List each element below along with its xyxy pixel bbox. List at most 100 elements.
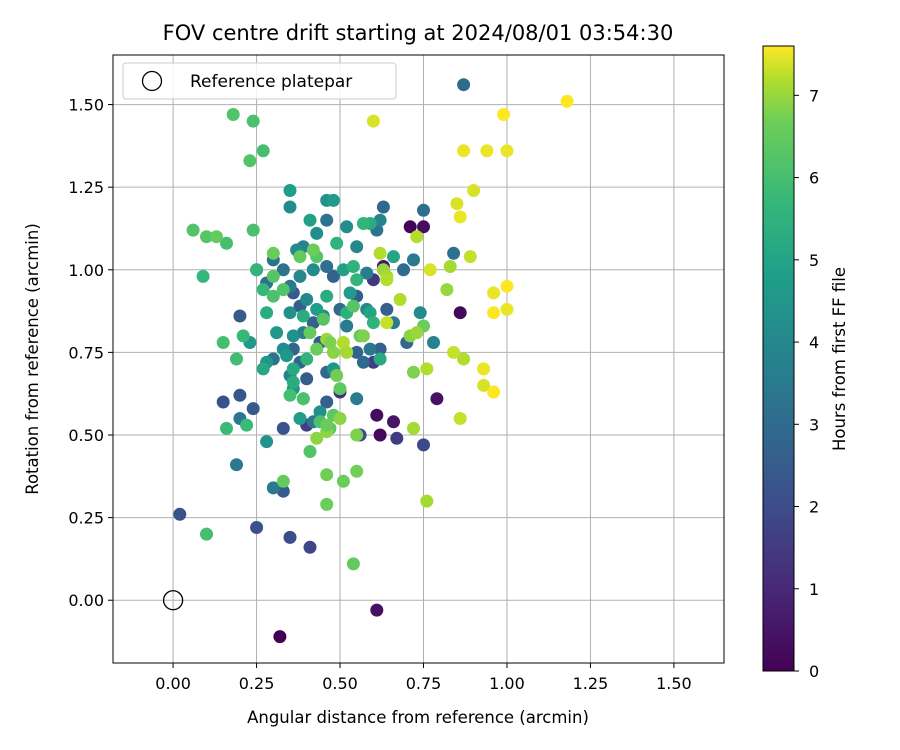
data-point xyxy=(393,293,407,306)
data-point xyxy=(320,260,334,273)
data-point xyxy=(373,342,387,356)
data-points xyxy=(173,78,574,644)
data-point xyxy=(270,326,284,340)
data-point xyxy=(286,329,300,343)
data-point xyxy=(200,527,213,541)
data-point xyxy=(380,302,394,316)
data-point xyxy=(350,240,364,254)
legend-entry: Reference platepar xyxy=(190,72,352,92)
data-point xyxy=(463,250,477,264)
data-point xyxy=(310,302,324,316)
data-point xyxy=(246,223,260,237)
data-point xyxy=(220,421,233,435)
data-point xyxy=(286,375,300,389)
data-point xyxy=(320,418,334,432)
data-point xyxy=(200,230,213,244)
colorbar-tick-label: 5 xyxy=(809,251,819,270)
data-point xyxy=(356,355,370,369)
y-axis-label: Rotation from reference (arcmin) xyxy=(23,223,42,495)
data-point xyxy=(497,108,511,121)
data-point xyxy=(453,306,467,320)
data-point xyxy=(407,421,420,435)
data-point xyxy=(480,144,494,158)
data-point xyxy=(450,197,464,211)
x-tick-label: 1.50 xyxy=(656,674,692,693)
data-point xyxy=(457,78,471,92)
data-point xyxy=(260,435,274,449)
data-point xyxy=(316,312,330,326)
data-point xyxy=(440,283,454,297)
data-point xyxy=(366,114,380,128)
y-tick-label: 1.25 xyxy=(68,178,104,197)
data-point xyxy=(346,260,360,273)
data-point xyxy=(363,342,377,356)
data-point xyxy=(303,445,317,458)
data-point xyxy=(373,246,387,260)
colorbar-tick-label: 0 xyxy=(809,662,819,681)
data-point xyxy=(350,464,364,478)
data-point xyxy=(340,220,354,234)
data-point xyxy=(487,385,501,399)
x-tick-label: 0.75 xyxy=(406,674,442,693)
y-tick-label: 1.50 xyxy=(68,96,104,115)
data-point xyxy=(356,217,370,230)
data-point xyxy=(283,306,297,320)
data-point xyxy=(410,230,424,244)
data-point xyxy=(233,309,247,323)
data-point xyxy=(487,306,501,320)
data-point xyxy=(390,431,404,445)
plot-frame xyxy=(112,54,725,664)
data-point xyxy=(447,246,461,260)
colorbar-tick-label: 4 xyxy=(809,333,819,352)
data-point xyxy=(336,263,350,277)
data-point xyxy=(326,193,340,207)
data-point xyxy=(340,345,354,359)
x-tick-label: 1.25 xyxy=(573,674,609,693)
data-point xyxy=(343,286,357,300)
data-point xyxy=(430,392,444,406)
data-point xyxy=(240,418,254,432)
data-point xyxy=(333,382,347,396)
data-point xyxy=(376,200,390,214)
x-tick-label: 0.25 xyxy=(239,674,275,693)
data-point xyxy=(216,336,230,349)
data-point xyxy=(350,392,364,406)
colorbar-label: Hours from first FF file xyxy=(830,267,849,451)
data-point xyxy=(423,263,437,277)
data-point xyxy=(373,352,387,366)
data-point xyxy=(293,269,307,283)
data-point xyxy=(380,316,394,330)
y-axis-ticks: 0.00 0.25 0.50 0.75 1.00 1.25 1.50 xyxy=(68,96,113,610)
data-point xyxy=(300,293,314,306)
x-tick-label: 0.00 xyxy=(155,674,191,693)
data-point xyxy=(266,269,280,283)
data-point xyxy=(276,283,290,297)
data-point xyxy=(417,220,430,234)
data-point xyxy=(350,428,364,442)
colorbar xyxy=(762,45,795,672)
data-point xyxy=(326,345,340,359)
colorbar-tick-label: 1 xyxy=(809,580,819,599)
y-tick-label: 0.75 xyxy=(68,343,104,362)
data-point xyxy=(370,408,384,422)
data-point xyxy=(283,388,297,402)
data-point xyxy=(246,114,260,128)
data-point xyxy=(300,352,314,366)
data-point xyxy=(373,428,387,442)
data-point xyxy=(280,349,294,363)
data-point xyxy=(310,342,324,356)
data-point xyxy=(477,378,491,392)
data-point xyxy=(323,336,337,349)
data-point xyxy=(313,405,327,419)
data-point xyxy=(230,458,243,472)
data-point xyxy=(276,263,290,277)
data-point xyxy=(250,521,264,534)
data-point xyxy=(186,223,200,237)
data-point xyxy=(233,388,247,402)
data-point xyxy=(363,306,377,320)
x-axis-label: Angular distance from reference (arcmin) xyxy=(247,708,589,727)
data-point xyxy=(320,395,334,409)
colorbar-tick-label: 6 xyxy=(809,169,819,188)
data-point xyxy=(487,286,501,300)
